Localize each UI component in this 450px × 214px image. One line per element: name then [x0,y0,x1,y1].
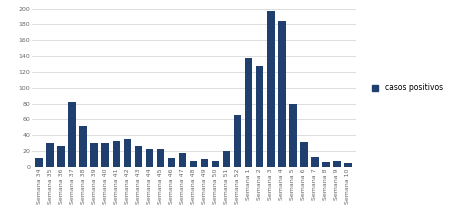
Bar [112,141,120,167]
Bar [311,157,319,167]
Bar [300,142,307,167]
Legend: casos positivos: casos positivos [372,83,443,92]
Bar [80,126,87,167]
Bar [58,146,65,167]
Bar [278,21,285,167]
Bar [102,143,109,167]
Bar [289,104,297,167]
Bar [68,102,76,167]
Bar [36,158,43,167]
Bar [123,139,131,167]
Bar [46,143,54,167]
Bar [157,149,164,167]
Bar [333,160,341,167]
Bar [179,153,186,167]
Bar [344,163,351,167]
Bar [223,151,230,167]
Bar [212,160,220,167]
Bar [167,158,176,167]
Bar [267,11,274,167]
Bar [145,149,153,167]
Bar [234,116,242,167]
Bar [90,143,98,167]
Bar [245,58,252,167]
Bar [256,65,264,167]
Bar [135,146,142,167]
Bar [201,159,208,167]
Bar [189,160,198,167]
Bar [322,162,329,167]
